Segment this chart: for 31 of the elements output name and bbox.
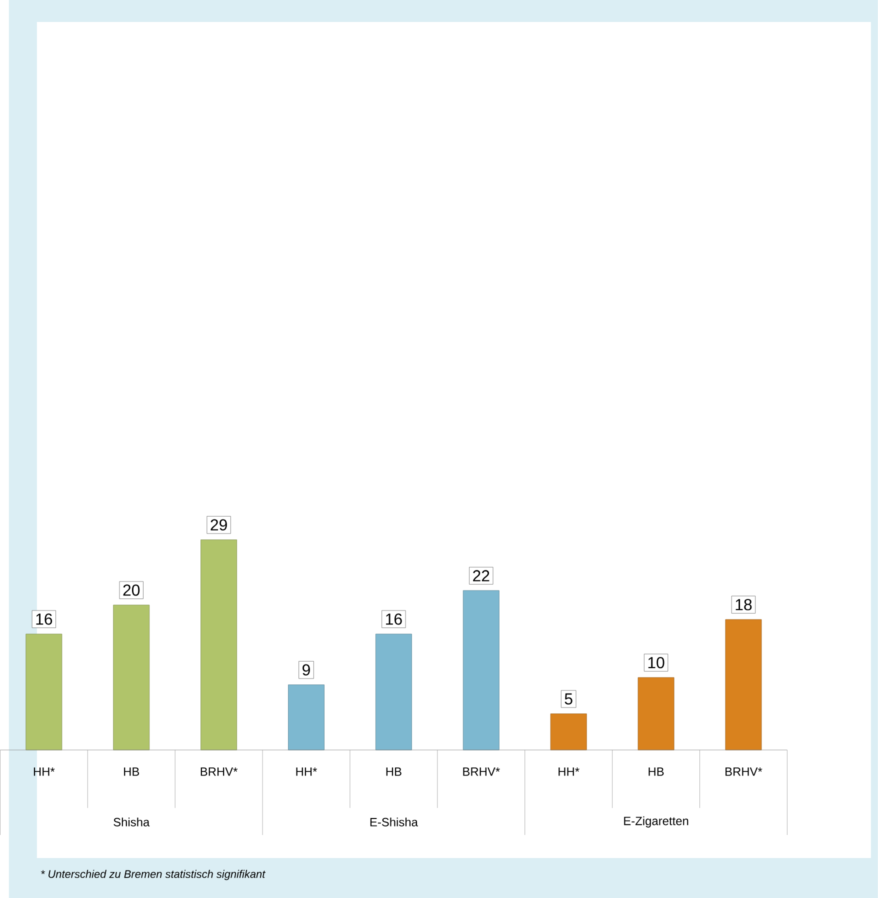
data-label: 5 — [564, 693, 572, 705]
data-label: 9 — [302, 664, 310, 676]
bar — [376, 634, 412, 750]
x-tick-label: HH* — [34, 768, 55, 776]
x-tick-label: HH* — [296, 768, 318, 776]
data-label: 22 — [473, 570, 490, 582]
data-label: 20 — [123, 584, 140, 596]
text: E-Zigaretten — [624, 816, 688, 828]
text: Shisha — [114, 818, 150, 826]
x-tick-label: HB — [648, 768, 664, 776]
x-tick-label: HB — [124, 768, 140, 776]
bar — [638, 677, 674, 750]
bar — [462, 590, 500, 750]
bar — [200, 540, 238, 750]
text: E-Shisha — [370, 818, 418, 826]
data-label: 16 — [386, 614, 402, 625]
bar — [725, 619, 762, 750]
x-tick-label: BRHV* — [463, 768, 500, 776]
x-tick-label: BRHV* — [200, 768, 238, 776]
bar — [26, 634, 62, 750]
data-label: 29 — [210, 519, 227, 531]
data-label: 10 — [648, 657, 664, 668]
data-label: 16 — [36, 614, 52, 625]
x-tick-label: HB — [386, 768, 402, 776]
x-tick-label: BRHV* — [726, 768, 762, 776]
data-label: 18 — [736, 599, 752, 610]
text: * Unterschied zu Bremen statistisch signifikant — [41, 870, 266, 880]
bar — [288, 684, 325, 750]
x-tick-label: HH* — [558, 768, 580, 776]
bar — [550, 714, 587, 750]
bar — [113, 604, 150, 750]
